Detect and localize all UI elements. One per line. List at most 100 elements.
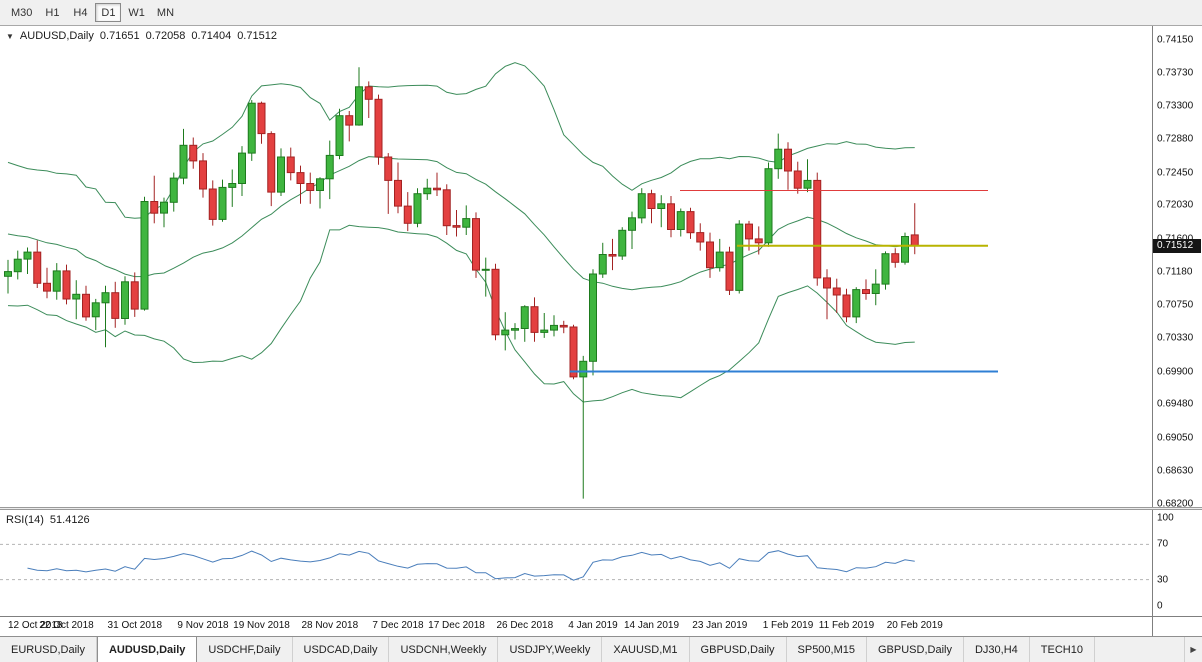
rsi-tick-label: 0 (1157, 600, 1163, 612)
timeframe-button-mn[interactable]: MN (156, 6, 175, 19)
rsi-pane[interactable]: RSI(14) 51.4126 100 70 30 0 (0, 510, 1202, 616)
price-tick-label: 0.68630 (1157, 465, 1194, 476)
candle-body (345, 115, 354, 126)
tabs-scroll-right-icon[interactable]: ▶ (1184, 637, 1202, 662)
tab-gbpusd-daily[interactable]: GBPUSD,Daily (689, 637, 787, 662)
candle-body (472, 218, 480, 271)
candle-body (13, 258, 22, 273)
candle-body (394, 179, 402, 207)
price-tick-label: 0.70750 (1157, 299, 1194, 311)
candle-body (462, 218, 471, 228)
candle-body (433, 187, 441, 191)
candle-body (696, 232, 705, 243)
candle-body (218, 186, 227, 220)
candle-body (189, 144, 198, 162)
candle-body (403, 205, 412, 224)
timeframe-button-w1[interactable]: W1 (128, 6, 145, 19)
tab-usdcad-daily[interactable]: USDCAD,Daily (292, 637, 390, 662)
rsi-line (27, 550, 915, 581)
ohlc-low: 0.71404 (191, 30, 232, 42)
date-label: 11 Feb 2019 (818, 620, 875, 631)
candle-body (33, 251, 42, 284)
price-tick-label: 0.69900 (1157, 366, 1194, 377)
candle-body (452, 225, 461, 228)
time-axis[interactable]: 12 Oct 2018 22 Oct 2018 31 Oct 2018 9 Nov 2… (0, 616, 1202, 636)
price-tick-label: 0.74150 (1157, 34, 1194, 46)
candle-body (589, 273, 597, 362)
candle-body (862, 289, 870, 295)
date-label: 28 Nov 2018 (301, 620, 359, 631)
price-chart-canvas[interactable] (0, 26, 1152, 507)
price-tick-label: 0.73730 (1157, 67, 1194, 79)
ohlc-close: 0.71512 (237, 30, 277, 42)
date-label: 23 Jan 2019 (692, 620, 748, 631)
tab-tech10[interactable]: TECH10 (1029, 637, 1095, 662)
ohlc-open: 0.71651 (99, 30, 140, 42)
candle-body (442, 189, 451, 227)
candle-body (881, 253, 890, 285)
tab-gbpusd-daily[interactable]: GBPUSD,Daily (867, 637, 964, 662)
candle-body (277, 156, 285, 193)
candle-body (296, 172, 305, 185)
candle-body (579, 360, 588, 378)
pane-splitter[interactable] (0, 507, 1202, 510)
date-label: 12 Oct 2018 (8, 620, 63, 631)
candle-body (813, 179, 822, 279)
candle-body (121, 281, 129, 320)
axis-corner (1152, 617, 1202, 636)
candle-body (637, 193, 646, 219)
price-tick-label: 0.73300 (1157, 100, 1194, 112)
tab-xauusd-m1[interactable]: XAUUSD,M1 (602, 637, 690, 662)
candle-body (82, 293, 90, 318)
tab-eurusd-daily[interactable]: EURUSD,Daily (0, 637, 97, 662)
tab-audusd-daily[interactable]: AUDUSD,Daily (96, 637, 198, 662)
candle-body (247, 102, 256, 154)
rsi-canvas[interactable] (0, 510, 1152, 616)
candle-body (569, 326, 578, 378)
candle-body (267, 133, 276, 193)
candle-body (832, 287, 841, 296)
candle-body (325, 154, 334, 180)
candle-body (852, 289, 861, 318)
price-tick-label: 0.69050 (1157, 432, 1194, 444)
price-axis[interactable]: 0.71512 0.74150 0.73730 0.73300 0.72880 0.72… (1152, 26, 1202, 510)
candle-body (150, 201, 159, 214)
timeframe-button-h1[interactable]: H1 (45, 6, 60, 19)
candle-body (199, 160, 207, 190)
candle-body (169, 177, 178, 203)
timeframe-button-h4[interactable]: H4 (73, 6, 88, 19)
candle-body (803, 179, 812, 189)
tab-usdjpy-weekly[interactable]: USDJPY,Weekly (498, 637, 603, 662)
chart-header: ▼ AUDUSD,Daily 0.71651 0.72058 0.71404 0… (6, 30, 283, 42)
price-tick-label: 0.72030 (1157, 199, 1194, 211)
tab-usdcnh-weekly[interactable]: USDCNH,Weekly (389, 637, 499, 662)
candle-body (179, 144, 188, 179)
candle-body (715, 251, 724, 269)
candle-body (754, 238, 763, 244)
timeframe-button-m30[interactable]: M30 (11, 6, 33, 19)
candle-body (871, 283, 880, 295)
candle-body (647, 193, 656, 209)
price-pane[interactable]: ▼ AUDUSD,Daily 0.71651 0.72058 0.71404 0… (0, 26, 1202, 510)
current-price-badge: 0.71512 (1153, 238, 1201, 253)
price-tick-label: 0.71180 (1157, 266, 1193, 278)
candle-body (764, 168, 773, 244)
timeframe-button-d1[interactable]: D1 (95, 3, 122, 22)
candle-body (676, 211, 685, 231)
rsi-label: RSI(14) (6, 514, 44, 526)
candle-body (257, 102, 266, 135)
tab-dj30-h4[interactable]: DJ30,H4 (963, 637, 1030, 662)
candle-body (355, 86, 363, 126)
price-tick-label: 0.68200 (1157, 498, 1194, 510)
candle-body (598, 254, 607, 275)
rsi-axis[interactable]: 100 70 30 0 (1152, 510, 1202, 616)
candle-body (628, 217, 636, 231)
date-label: 9 Nov 2018 (177, 620, 229, 631)
tab-sp500-m15[interactable]: SP500,M15 (786, 637, 867, 662)
candle-body (140, 201, 149, 310)
candle-body (559, 324, 568, 328)
candle-body (413, 193, 422, 224)
tab-usdchf-daily[interactable]: USDCHF,Daily (197, 637, 293, 662)
candle-body (784, 148, 792, 172)
date-label: 14 Jan 2019 (623, 620, 680, 631)
